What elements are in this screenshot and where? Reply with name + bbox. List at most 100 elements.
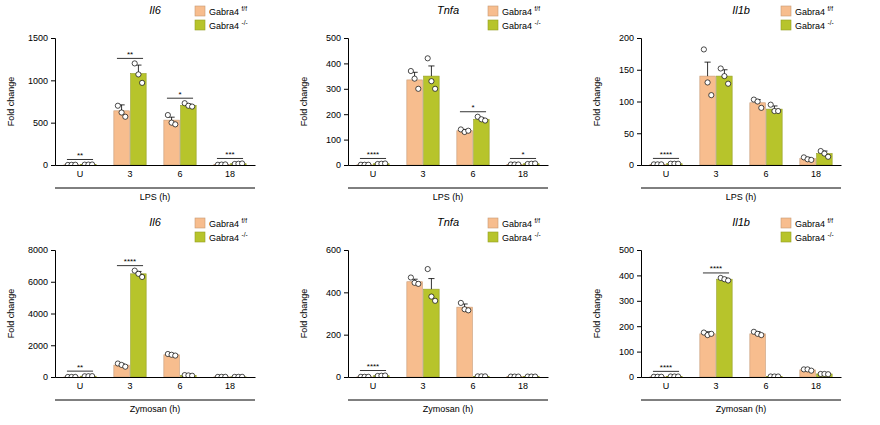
chart-title: Tnfa <box>437 4 459 16</box>
y-tick-label: 200 <box>619 33 634 43</box>
y-axis: 050100150200 <box>619 33 642 170</box>
bar <box>407 80 422 165</box>
sig-label: * <box>178 90 181 99</box>
data-point <box>429 79 434 84</box>
legend: Gabra4 f/fGabra4 -/- <box>781 217 834 243</box>
chart-title: Il1b <box>732 4 750 16</box>
x-tick: 18 <box>518 169 528 179</box>
y-tick: 200 <box>326 330 348 340</box>
bar <box>457 307 472 377</box>
y-axis-title: Fold change <box>6 289 16 339</box>
figure: 050010001500U3618LPS (h)Fold changeIl6**… <box>0 0 880 425</box>
y-tick-label: 0 <box>43 160 48 170</box>
y-tick-label: 0 <box>43 372 48 382</box>
x-tick: U <box>663 169 670 179</box>
x-tick-label: 3 <box>420 169 425 179</box>
x-axis-title: Zymosan (h) <box>423 404 474 414</box>
data-point <box>701 47 706 52</box>
x-tick: 6 <box>177 381 182 391</box>
x-axis: U3618 <box>56 378 256 392</box>
chart-title: Il1b <box>732 216 750 228</box>
data-point <box>119 110 124 115</box>
x-tick-label: U <box>77 169 84 179</box>
y-tick: 600 <box>326 245 348 255</box>
series <box>357 68 522 165</box>
y-tick: 200 <box>326 110 348 120</box>
x-tick-label: 6 <box>470 169 475 179</box>
legend: Gabra4 f/fGabra4 -/- <box>195 217 248 243</box>
bar <box>717 279 732 377</box>
y-tick-mark <box>344 63 348 64</box>
data-point <box>659 374 664 377</box>
y-tick-label: 600 <box>326 245 341 255</box>
y-tick-label: 6000 <box>28 277 48 287</box>
y-tick-label: 500 <box>33 118 48 128</box>
chart-container: 050010001500U3618LPS (h)Fold changeIl6**… <box>0 0 880 425</box>
error-bar-cap <box>704 62 710 63</box>
x-tick-label: 6 <box>470 381 475 391</box>
data-point <box>223 162 228 165</box>
error-bar <box>428 66 434 76</box>
x-tick: 18 <box>225 169 235 179</box>
x-axis-line <box>349 377 549 378</box>
error-bar-stem <box>171 117 172 120</box>
x-axis-line <box>56 377 256 378</box>
data-point <box>483 374 488 377</box>
sig-label: * <box>521 150 524 159</box>
y-tick: 0 <box>629 372 641 382</box>
y-tick: 0 <box>336 372 348 382</box>
x-axis: U3618 <box>642 378 842 392</box>
y-tick-mark <box>637 352 641 353</box>
x-tick: U <box>370 381 377 391</box>
legend-label: Gabra4 -/- <box>795 19 834 31</box>
sig-label: **** <box>660 363 672 372</box>
panel: 0100200300400500U3618LPS (h)Fold changeT… <box>299 4 549 202</box>
y-tick-label: 400 <box>326 288 341 298</box>
y-tick-mark <box>637 301 641 302</box>
y-tick-label: 500 <box>619 245 634 255</box>
data-point <box>776 108 781 113</box>
y-tick-mark <box>637 70 641 71</box>
x-tick: 18 <box>811 381 821 391</box>
x-tick: 6 <box>470 169 475 179</box>
x-axis: U3618 <box>349 166 549 180</box>
data-point <box>433 86 438 91</box>
y-tick-mark <box>51 123 55 124</box>
y-tick: 1000 <box>28 76 55 86</box>
x-group-line <box>348 400 548 401</box>
x-tick-label: 18 <box>225 381 235 391</box>
bar <box>407 282 422 377</box>
data-point <box>809 157 814 162</box>
data-point <box>173 353 178 358</box>
x-tick-label: 18 <box>811 381 821 391</box>
legend-swatch <box>488 6 498 16</box>
x-group-line <box>641 188 841 189</box>
error-bar-stem <box>431 279 432 290</box>
y-tick-label: 100 <box>326 135 341 145</box>
y-tick-mark <box>637 275 641 276</box>
y-tick-mark <box>51 282 55 283</box>
data-point <box>383 373 388 377</box>
data-point <box>726 278 731 283</box>
y-tick: 200 <box>619 33 641 43</box>
series <box>667 275 832 377</box>
data-point <box>136 72 141 77</box>
data-point <box>240 374 245 377</box>
chart-title: Il6 <box>149 4 162 16</box>
data-point <box>408 68 413 73</box>
data-point <box>659 162 664 165</box>
data-point <box>466 128 471 133</box>
x-tick-label: 3 <box>713 169 718 179</box>
series <box>374 56 539 165</box>
bar <box>131 274 146 377</box>
y-tick: 300 <box>619 296 641 306</box>
x-axis-title: LPS (h) <box>726 192 757 202</box>
y-tick-label: 0 <box>336 372 341 382</box>
x-axis: U3618 <box>56 166 256 180</box>
y-tick-mark <box>344 377 348 378</box>
x-tick-label: U <box>663 381 670 391</box>
y-axis-title: Fold change <box>592 289 602 339</box>
y-tick: 0 <box>336 160 348 170</box>
x-tick: 6 <box>763 169 768 179</box>
series <box>374 266 539 377</box>
